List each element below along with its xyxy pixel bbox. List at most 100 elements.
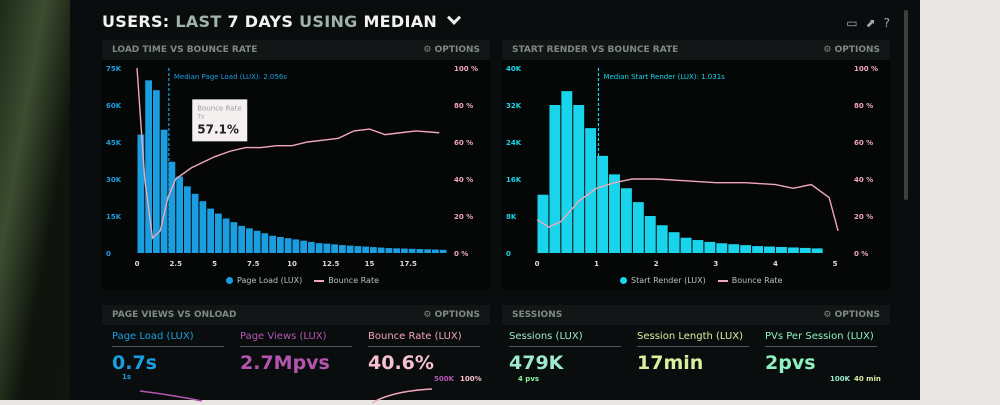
axis-label: 100K	[830, 375, 851, 383]
options-button[interactable]: ⚙ OPTIONS	[423, 45, 480, 55]
bar	[573, 105, 585, 253]
y-tick-left: 24K	[506, 139, 522, 147]
bar	[764, 246, 775, 253]
y-tick-right: 0 %	[854, 250, 868, 258]
y-tick-left: 15K	[106, 213, 122, 221]
legend-bounce[interactable]: Bounce Rate	[717, 276, 782, 285]
bounce-rate-line	[136, 67, 440, 240]
y-tick-right: 20 %	[454, 213, 473, 221]
x-tick: 3	[713, 260, 718, 268]
kpi-value: 0.7s	[112, 352, 157, 374]
kpi-value: 17min	[637, 352, 704, 374]
y-tick-right: 100 %	[854, 65, 878, 73]
bar	[277, 236, 284, 253]
y-tick-right: 0 %	[454, 250, 468, 258]
bar	[787, 247, 799, 253]
bar	[377, 247, 385, 253]
kpi-value: 40.6%	[368, 352, 434, 374]
x-tick: 17.5	[400, 260, 417, 268]
y-tick-right: 80 %	[854, 102, 873, 110]
options-label: OPTIONS	[834, 45, 880, 55]
bar	[385, 248, 393, 253]
tooltip-box	[192, 99, 248, 142]
bar	[215, 213, 222, 253]
bar	[799, 247, 811, 253]
y-tick-right: 100 %	[454, 65, 478, 73]
kpi-page-views: Page Views (LUX) 2.7Mpvs	[240, 331, 352, 374]
bar	[432, 249, 439, 253]
bar	[728, 244, 740, 253]
kpi-value: 2pvs	[765, 352, 816, 374]
y-tick-right: 20 %	[854, 213, 873, 221]
x-tick: 0	[135, 260, 140, 268]
y-tick-left: 45K	[106, 139, 122, 147]
bar	[331, 244, 338, 253]
bar	[230, 222, 238, 253]
monitor-icon[interactable]: ▭	[846, 16, 858, 30]
bar	[176, 176, 183, 253]
bar	[153, 90, 160, 253]
scrollbar[interactable]	[904, 10, 908, 200]
options-button[interactable]: ⚙ OPTIONS	[423, 310, 480, 320]
bar	[222, 218, 230, 253]
page-title[interactable]: USERS: LAST 7 DAYS USING MEDIAN	[102, 10, 462, 31]
legend-bounce[interactable]: Bounce Rate	[314, 276, 379, 285]
bar	[692, 240, 704, 253]
legend-start-render[interactable]: Start Render (LUX)	[620, 276, 706, 285]
kpi-session-length: Session Length (LUX) 17min	[637, 331, 749, 374]
bar	[323, 243, 331, 253]
bar	[339, 245, 346, 253]
x-tick: 1	[594, 260, 599, 268]
y-tick-right: 60 %	[854, 139, 873, 147]
bar	[199, 201, 207, 253]
x-tick: 2	[654, 260, 659, 268]
bar	[253, 230, 261, 253]
bar	[585, 128, 597, 253]
bar	[439, 249, 447, 253]
panel-title: LOAD TIME VS BOUNCE RATE	[112, 45, 258, 55]
chevron-down-icon[interactable]	[446, 10, 462, 25]
y-tick-right: 40 %	[854, 176, 873, 184]
bar	[740, 245, 752, 253]
help-icon[interactable]: ?	[883, 16, 890, 30]
bar	[315, 243, 323, 253]
axis-label: 100%	[460, 375, 482, 383]
legend-page-load[interactable]: Page Load (LUX)	[226, 276, 302, 285]
title-part: USERS:	[102, 12, 170, 31]
options-button[interactable]: ⚙ OPTIONS	[823, 310, 880, 320]
bar	[207, 208, 214, 253]
bar	[597, 155, 609, 253]
options-button[interactable]: ⚙ OPTIONS	[823, 45, 880, 55]
legend-label: Bounce Rate	[328, 276, 380, 285]
bar	[145, 80, 152, 253]
y-tick-left: 32K	[506, 102, 522, 110]
title-part: LAST	[169, 12, 228, 31]
axis-label: 1s	[122, 373, 132, 381]
load-time-panel: LOAD TIME VS BOUNCE RATE ⚙ OPTIONS 0 15K 30…	[102, 40, 490, 290]
panel-title: SESSIONS	[512, 310, 563, 320]
kpi-bounce-rate: Bounce Rate (LUX) 40.6%	[368, 331, 480, 374]
bar	[811, 248, 823, 253]
axis-label: 500K	[434, 375, 455, 383]
bar	[775, 246, 787, 253]
title-part: MEDIAN	[363, 12, 438, 31]
bar	[668, 232, 680, 253]
bar	[424, 249, 431, 253]
panel-title: PAGE VIEWS VS ONLOAD	[112, 310, 237, 320]
share-icon[interactable]: ⬈	[865, 16, 876, 30]
bar	[168, 161, 176, 253]
bar	[354, 246, 362, 253]
bar	[292, 239, 300, 253]
median-annotation: Median Page Load (LUX): 2.056s	[174, 73, 287, 81]
legend-label: Start Render (LUX)	[631, 276, 706, 285]
bar	[609, 174, 620, 253]
bar	[308, 241, 315, 253]
bar	[549, 105, 561, 253]
bar	[408, 248, 416, 253]
bar	[238, 225, 245, 253]
bar	[284, 238, 292, 253]
bar	[184, 186, 191, 253]
y-tick-left: 8K	[506, 213, 517, 221]
x-tick: 5	[833, 260, 838, 268]
sessions-panel: SESSIONS ⚙ OPTIONS Sessions (LUX) 479K Ses…	[502, 305, 890, 400]
